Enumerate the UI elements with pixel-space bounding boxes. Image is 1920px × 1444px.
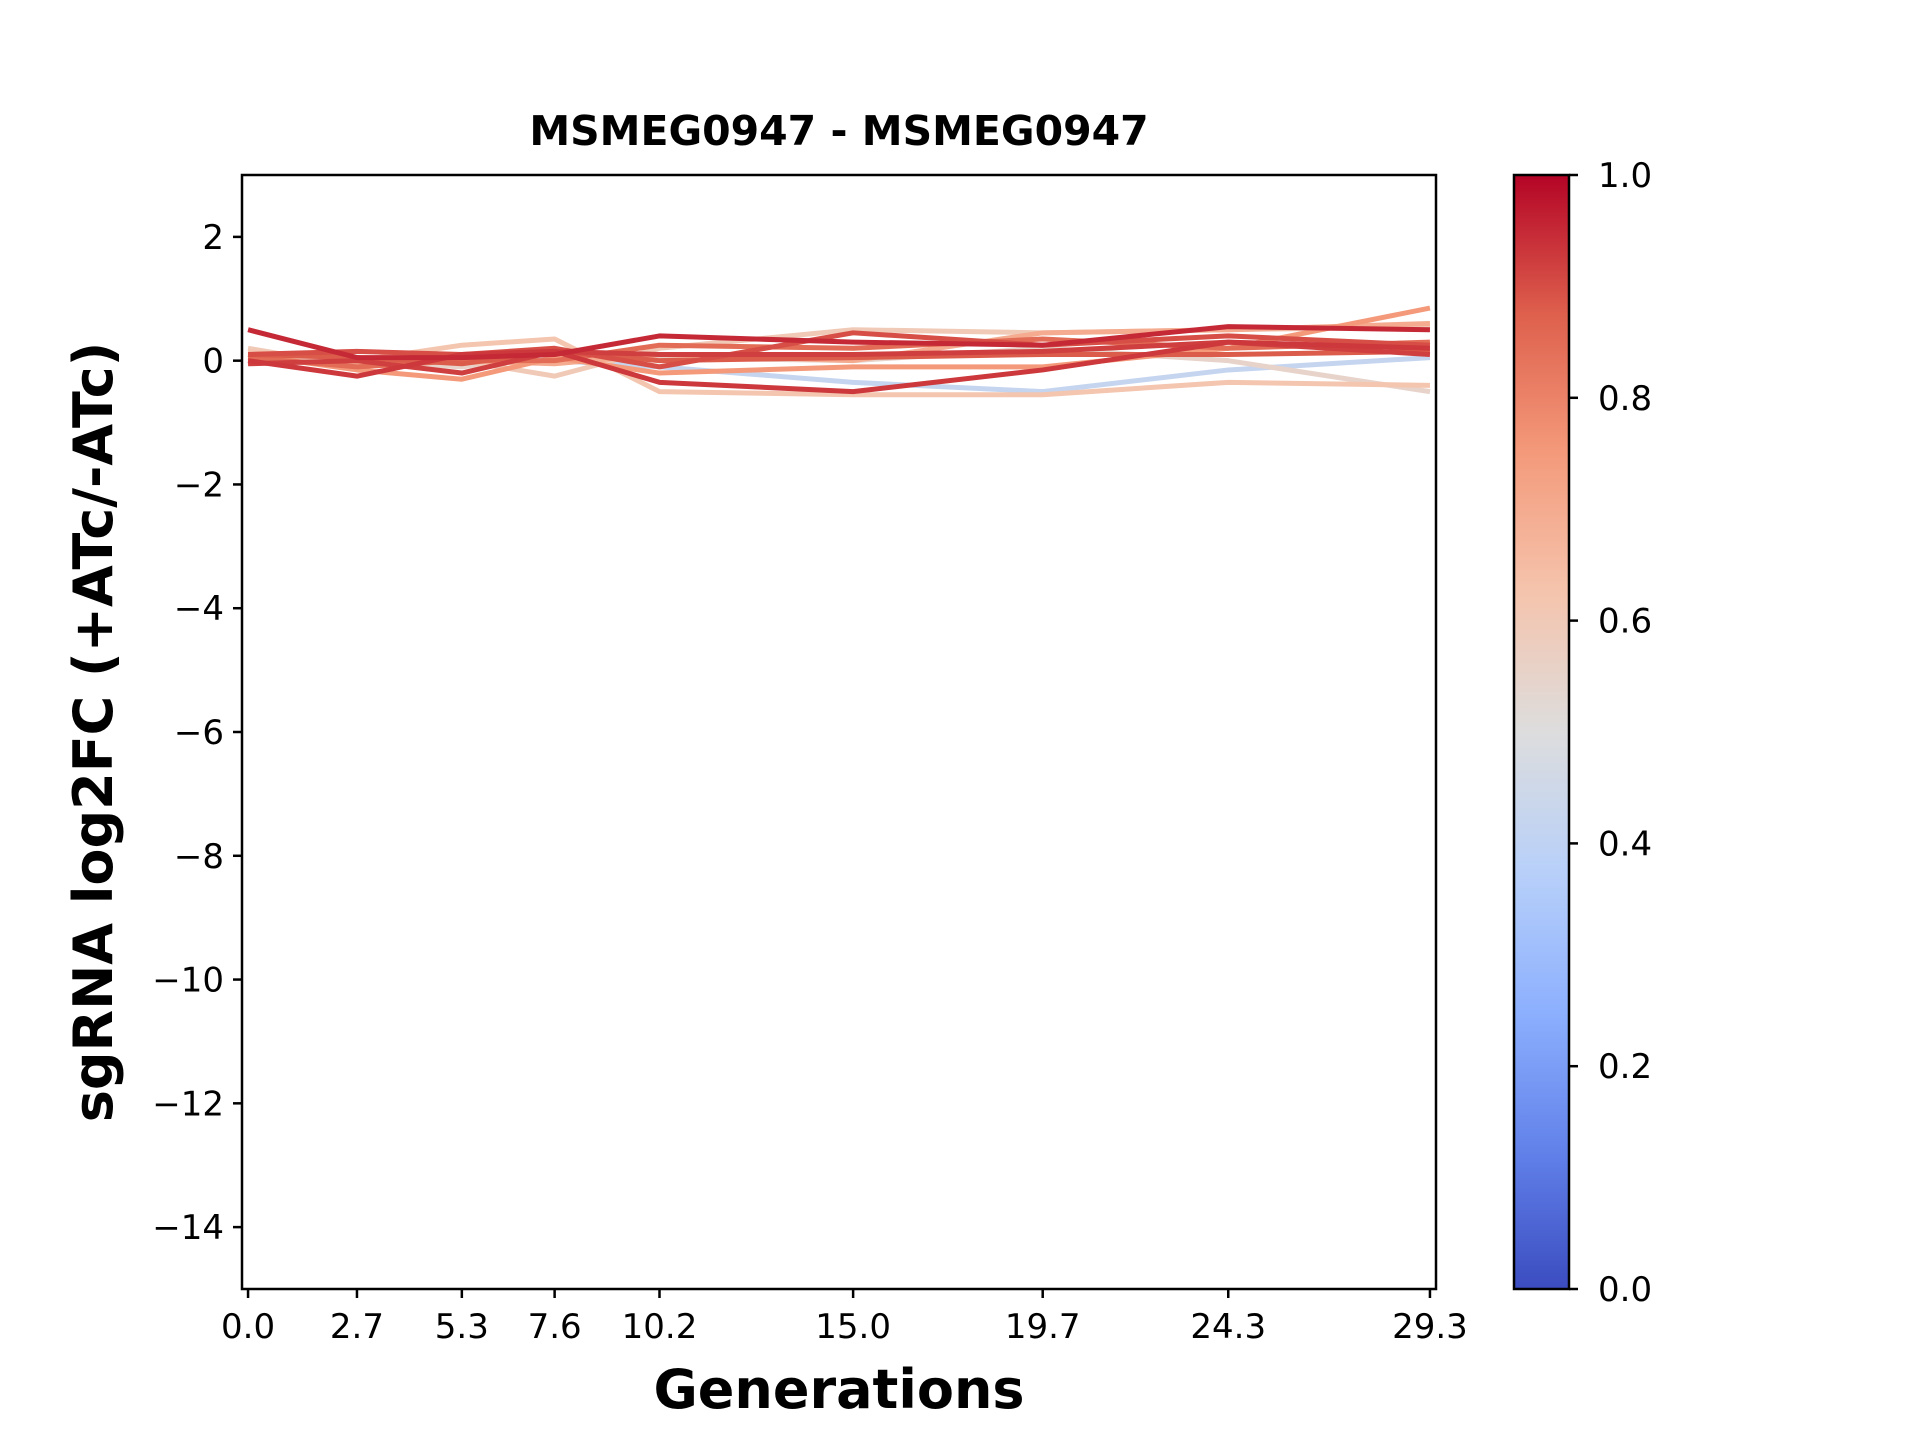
chart-title: MSMEG0947 - MSMEG0947: [529, 107, 1148, 155]
colorbar-tick-label: 0.0: [1598, 1270, 1652, 1310]
colorbar-tick-label: 0.4: [1598, 824, 1652, 864]
y-axis: 2 0 −2 −4 −6 −8 −10 −12 −14: [152, 218, 242, 1248]
y-axis-label: sgRNA log2FC (+ATc/-ATc): [62, 342, 125, 1123]
x-tick-label: 5.3: [435, 1307, 489, 1347]
y-tick-label: −12: [152, 1084, 224, 1124]
y-tick-label: −6: [174, 713, 224, 753]
y-tick-label: 0: [202, 342, 224, 382]
colorbar: [1512, 173, 1571, 1291]
x-tick-label: 2.7: [330, 1307, 384, 1347]
x-tick-label: 10.2: [622, 1307, 698, 1347]
series-line: [247, 324, 1430, 361]
y-tick-label: −14: [152, 1208, 224, 1248]
colorbar-tick-label: 0.6: [1598, 602, 1652, 642]
x-axis-label: Generations: [653, 1358, 1024, 1421]
x-tick-label: 7.6: [528, 1307, 582, 1347]
colorbar-tick-label: 0.2: [1598, 1047, 1652, 1087]
series-lines: [247, 305, 1431, 398]
y-tick-label: −8: [174, 837, 224, 877]
x-tick-label: 0.0: [221, 1307, 275, 1347]
colorbar-tick-label: 0.8: [1598, 379, 1652, 419]
colorbar-axis: 0.0 0.2 0.4 0.6 0.8 1.0: [1569, 156, 1652, 1310]
series-line: [247, 339, 1431, 376]
y-tick-label: −10: [152, 961, 224, 1001]
x-axis: 0.0 2.7 5.3 7.6 10.2 15.0 19.7 24.3 29.3: [221, 1289, 1468, 1347]
colorbar-tick-label: 1.0: [1598, 156, 1652, 196]
x-tick-label: 29.3: [1392, 1307, 1468, 1347]
series-line: [247, 330, 1431, 370]
series-line: [247, 339, 1431, 395]
x-tick-label: 24.3: [1190, 1307, 1266, 1347]
y-tick-label: −2: [174, 465, 224, 505]
x-tick-label: 19.7: [1005, 1307, 1081, 1347]
y-tick-label: −4: [174, 589, 224, 629]
y-tick-label: 2: [202, 218, 224, 258]
x-tick-label: 15.0: [815, 1307, 891, 1347]
